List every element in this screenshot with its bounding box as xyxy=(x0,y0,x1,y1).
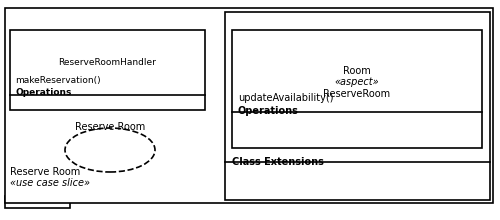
Text: Room: Room xyxy=(343,66,371,76)
Text: makeReservation(): makeReservation() xyxy=(15,76,100,85)
Bar xyxy=(225,12,490,200)
Bar xyxy=(5,8,493,203)
Text: ReserveRoomHandler: ReserveRoomHandler xyxy=(58,58,156,67)
Bar xyxy=(232,30,482,148)
Text: Reserve Room: Reserve Room xyxy=(75,122,145,132)
Bar xyxy=(10,30,205,110)
Text: Operations: Operations xyxy=(15,88,72,97)
Text: Reserve Room: Reserve Room xyxy=(10,167,80,177)
Ellipse shape xyxy=(65,128,155,172)
Text: «aspect»: «aspect» xyxy=(334,77,380,87)
Text: Class Extensions: Class Extensions xyxy=(232,157,324,167)
Text: ReserveRoom: ReserveRoom xyxy=(324,89,390,99)
Bar xyxy=(5,196,70,208)
Text: «use case slice»: «use case slice» xyxy=(10,178,90,188)
Text: updateAvailability(): updateAvailability() xyxy=(238,93,334,103)
Text: Operations: Operations xyxy=(238,106,299,116)
